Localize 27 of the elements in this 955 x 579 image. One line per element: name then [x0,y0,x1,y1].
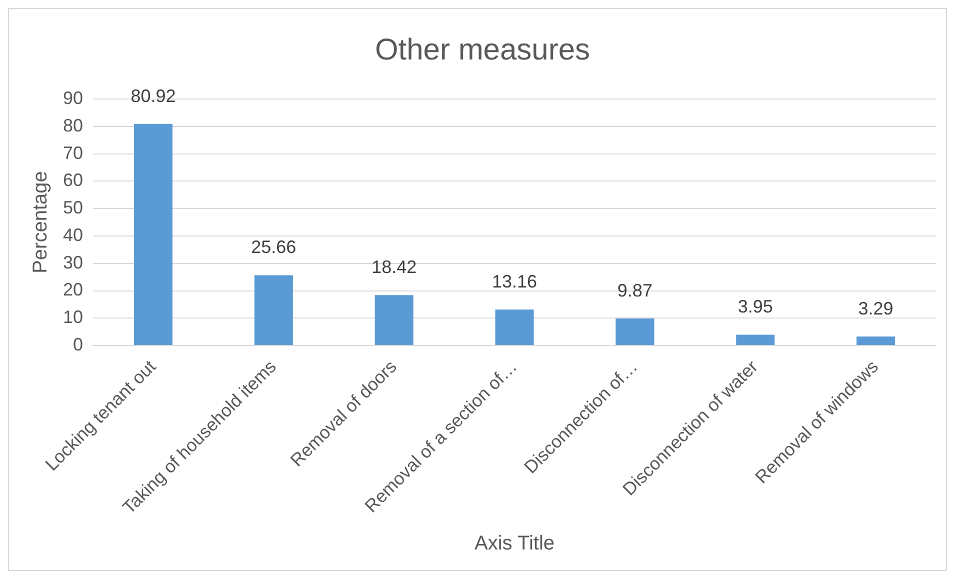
y-tick-label: 90 [62,88,84,108]
y-tick-label: 30 [62,252,84,272]
y-tick-label: 0 [73,334,84,355]
y-tick-label: 10 [62,307,84,328]
chart-title: Other measures [374,33,590,66]
y-tick-label: 70 [62,142,84,163]
x-axis-title: Axis Title [474,532,555,555]
data-label: 9.87 [617,280,652,300]
y-tick-label: 40 [62,224,84,245]
data-label: 3.95 [738,296,773,317]
bar [134,124,173,346]
bar [856,336,896,346]
bar [736,334,775,346]
data-label: 25.66 [251,237,296,258]
data-label: 3.29 [858,298,894,319]
y-tick-label: 20 [62,280,84,300]
bar [616,318,654,346]
data-label: 13.16 [492,271,538,292]
y-axis-title: Percentage [30,171,52,274]
bar [254,275,293,346]
y-tick-label: 50 [62,198,84,218]
y-tick-label: 60 [62,170,84,190]
bar [374,295,414,346]
data-label: 80.92 [130,86,176,106]
data-label: 18.42 [372,257,417,278]
y-tick-label: 80 [62,115,84,136]
bar [495,310,534,346]
